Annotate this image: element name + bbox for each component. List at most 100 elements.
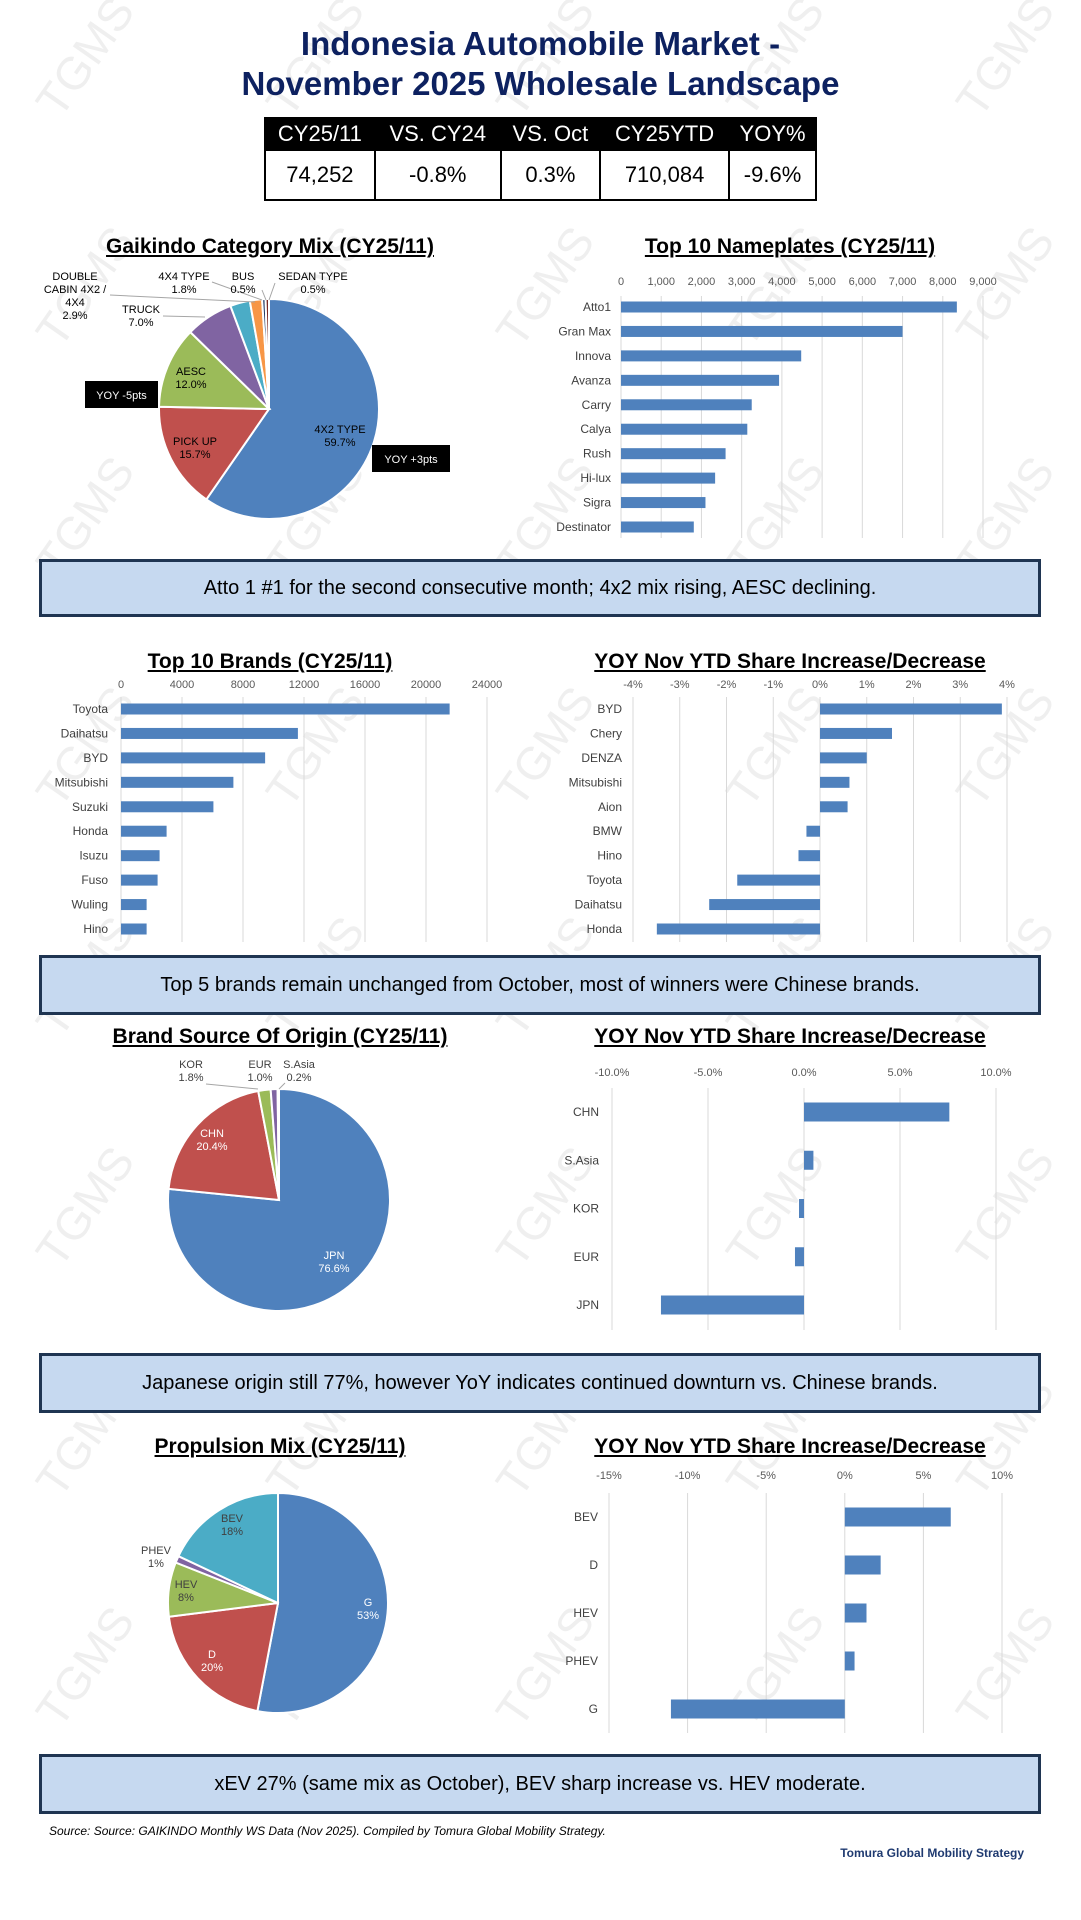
category-label: D: [589, 1558, 598, 1572]
bar-chart-7: -15% -10% -5% 0% 5% 10% BEV D HEV PHEV G: [565, 1470, 1013, 1733]
bar-chart-1: 0 1,000 2,000 3,000 4,000 5,000 6,000 7,000 8,00…: [556, 276, 997, 538]
category-label: BMW: [593, 824, 623, 838]
bar: [621, 472, 716, 484]
kpi-header: CY25/11: [264, 117, 376, 151]
category-label: Mitsubishi: [55, 775, 108, 789]
x-tick-label: 10%: [991, 1470, 1013, 1482]
slice-label: 4X2 TYPE 59.7%: [314, 424, 365, 449]
x-tick-label: -10%: [675, 1470, 701, 1482]
slice-label-name-line: 4X4: [65, 297, 85, 309]
x-tick-label: 20000: [411, 679, 442, 691]
yoy-annotation-box: [85, 381, 158, 408]
bar: [820, 776, 850, 788]
leader-line: [162, 315, 206, 318]
category-label: Honda: [73, 824, 109, 838]
pie-chart-4: JPN 76.6% CHN 20.4% KOR 1.8% EUR 1.0% S.Asia 0.2%: [167, 1059, 391, 1312]
bar: [121, 727, 298, 739]
category-label: G: [589, 1702, 598, 1716]
slice-label-name: TRUCK: [122, 304, 161, 316]
bar: [737, 874, 820, 886]
x-tick-label: -3%: [670, 679, 690, 691]
slice-label-name: DOUBLE: [52, 271, 97, 283]
slice-label-name: EUR: [248, 1059, 271, 1071]
bar: [121, 825, 167, 837]
x-tick-label: 4,000: [768, 276, 796, 288]
category-label: Toyota: [587, 873, 623, 887]
source-note: Source: Source: GAIKINDO Monthly WS Data…: [49, 1824, 606, 1838]
bar: [621, 325, 903, 337]
bar: [794, 1247, 804, 1267]
bar: [670, 1699, 845, 1719]
x-tick-label: 9,000: [969, 276, 997, 288]
slice-label: DOUBLE CABIN 4X2 /4X4 2.9%: [44, 271, 107, 322]
x-tick-label: 5.0%: [887, 1067, 912, 1079]
slice-label-value: 12.0%: [175, 379, 206, 391]
bar: [121, 703, 450, 715]
slice-label: KOR 1.8%: [178, 1059, 203, 1084]
pie-slice: [276, 1087, 280, 1201]
bar: [121, 801, 214, 813]
kpi-value: 710,084: [599, 149, 731, 201]
pie-slice: [177, 1491, 279, 1605]
category-label: Wuling: [72, 898, 108, 912]
category-label: Carry: [582, 398, 611, 412]
x-tick-label: 8000: [231, 679, 255, 691]
pie-chart-0: 4X2 TYPE 59.7% PICK UP 15.7% AESC 12.0% TRUCK 7…: [44, 271, 380, 520]
x-tick-label: 0.0%: [791, 1067, 816, 1079]
category-label: Chery: [590, 726, 622, 740]
bar: [621, 301, 957, 313]
pie-slice: [256, 1491, 389, 1714]
kpi-value: -9.6%: [728, 149, 817, 201]
category-label: HEV: [573, 1606, 598, 1620]
x-tick-label: -1%: [763, 679, 783, 691]
category-label: Daihatsu: [61, 726, 108, 740]
leader-line: [278, 1082, 286, 1090]
slice-label-value: 1.8%: [171, 284, 196, 296]
slice-label: PHEV 1%: [141, 1545, 172, 1570]
slice-label-name: D: [208, 1649, 216, 1661]
x-tick-label: 0%: [837, 1470, 853, 1482]
slice-label-name: JPN: [324, 1250, 345, 1262]
x-tick-label: 7,000: [889, 276, 917, 288]
bar: [844, 1555, 881, 1575]
slice-label-name: AESC: [176, 366, 206, 378]
category-label: Gran Max: [558, 324, 611, 338]
slice-label-name: KOR: [179, 1059, 203, 1071]
x-tick-label: 0: [618, 276, 624, 288]
callout-box-4: xEV 27% (same mix as October), BEV sharp…: [39, 1754, 1041, 1814]
pie-slice: [158, 405, 271, 501]
category-label: Aion: [598, 800, 622, 814]
slice-label-name: BUS: [232, 271, 255, 283]
category-label: BYD: [83, 751, 108, 765]
bar: [121, 850, 160, 862]
kpi-header: VS. Oct: [499, 117, 602, 151]
slice-label-name: HEV: [175, 1579, 198, 1591]
slice-label-value: 0.2%: [286, 1072, 311, 1084]
bar: [621, 374, 780, 386]
slice-label-value: 0.5%: [300, 284, 325, 296]
category-label: Calya: [580, 422, 611, 436]
category-label: DENZA: [581, 751, 622, 765]
leader-line: [211, 281, 263, 301]
category-label: Honda: [587, 922, 623, 936]
kpi-table: CY25/11 VS. CY24 VS. Oct CY25YTD YOY% 74…: [264, 117, 817, 201]
bar: [804, 1150, 814, 1170]
category-label: KOR: [573, 1202, 599, 1216]
callout-text: Atto 1 #1 for the second consecutive mon…: [203, 576, 877, 599]
bar-chart-2: 0 4000 8000 12000 16000 20000 24000 Toyota Daiha…: [55, 679, 502, 942]
slice-label: AESC 12.0%: [175, 366, 206, 391]
pie-chart-6: G 53%D 20%HEV 8%PHEV 1%BEV 18%: [141, 1491, 389, 1714]
category-label: PHEV: [565, 1654, 598, 1668]
bar: [844, 1507, 951, 1527]
x-tick-label: 16000: [350, 679, 381, 691]
bar: [844, 1651, 855, 1671]
x-tick-label: 6,000: [849, 276, 877, 288]
x-tick-label: 8,000: [929, 276, 957, 288]
chart-title-brand-share-yoy: YOY Nov YTD Share Increase/Decrease: [594, 650, 986, 673]
chart-title-nameplates: Top 10 Nameplates (CY25/11): [644, 235, 936, 258]
bar: [804, 1102, 950, 1122]
brand-footer: Tomura Global Mobility Strategy: [840, 1846, 1024, 1860]
leader-line: [205, 1083, 259, 1090]
category-label: Destinator: [556, 520, 611, 534]
